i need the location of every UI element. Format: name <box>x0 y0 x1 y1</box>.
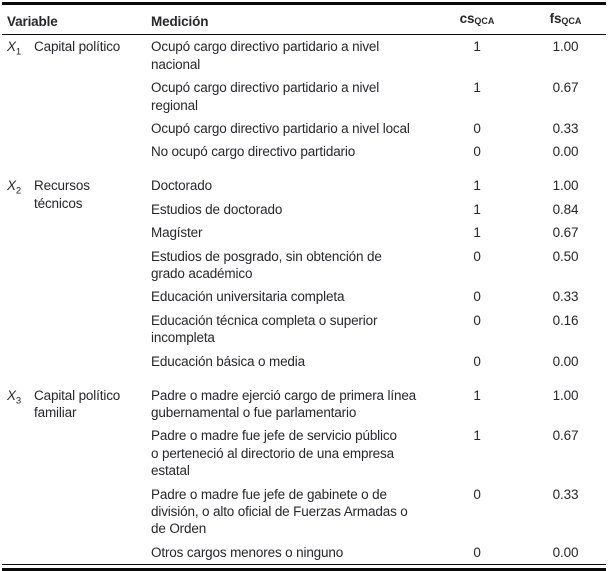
csqca-value: 1 <box>473 80 481 96</box>
table-row: Educación universitaria completa 0 0.33 <box>2 285 606 308</box>
table-row: Estudios de posgrado, sin obtención de g… <box>2 244 606 285</box>
table-row: Ocupó cargo directivo partidario a nivel… <box>2 76 606 117</box>
fsqca-value: 0.50 <box>552 248 579 264</box>
medicion-cell: Padre o madre fue jefe de gabinete o de … <box>151 486 408 537</box>
csqca-value: 0 <box>473 544 481 560</box>
header-variable: Variable <box>2 3 151 35</box>
fsqca-value: 0.00 <box>552 544 579 560</box>
medicion-cell: Otros cargos menores o ninguno <box>151 544 344 560</box>
header-csqca: csQCA <box>447 3 507 35</box>
variable-id: X1 <box>7 39 21 59</box>
medicion-cell: Educación universitaria completa <box>151 289 345 305</box>
medicion-cell: Ocupó cargo directivo partidario a nivel… <box>151 39 380 72</box>
table-row: No ocupó cargo directivo partidario 0 0.00 <box>2 140 606 163</box>
medicion-cell: Padre o madre ejerció cargo de primera l… <box>151 387 417 420</box>
bottom-double-rule <box>2 568 606 571</box>
csqca-value: 0 <box>473 353 481 369</box>
header-fsqca: fsQCA <box>507 3 606 35</box>
table-row: Magíster 1 0.67 <box>2 221 606 244</box>
fsqca-value: 0.00 <box>552 353 579 369</box>
header-csqca-base: cs <box>459 11 475 26</box>
medicion-cell: Estudios de doctorado <box>151 201 283 217</box>
header-fsqca-base: fs <box>549 11 562 26</box>
table-row: Estudios de doctorado 1 0.84 <box>2 197 606 220</box>
fsqca-value: 0.16 <box>552 312 579 328</box>
table-row: X1 Capital político Ocupó cargo directivo … <box>2 35 606 76</box>
variable-id: X2 <box>7 178 21 198</box>
fsqca-value: 0.00 <box>552 144 579 160</box>
fsqca-value: 0.33 <box>552 289 579 305</box>
medicion-cell: Magíster <box>151 225 203 241</box>
csqca-value: 0 <box>473 144 481 160</box>
csqca-value: 1 <box>473 201 481 217</box>
medicion-cell: No ocupó cargo directivo partidario <box>151 144 356 160</box>
medicion-cell: Doctorado <box>151 178 212 194</box>
csqca-value: 1 <box>473 225 481 241</box>
measurement-table: Variable Medición csQCA fsQCA X1 Capital … <box>2 2 606 565</box>
medicion-cell: Educación técnica completa o superior in… <box>151 312 378 346</box>
variable-name: Capital político <box>34 39 121 55</box>
table-row: Educación técnica completa o superior in… <box>2 308 606 349</box>
fsqca-value: 1.00 <box>552 387 579 403</box>
csqca-value: 1 <box>473 428 481 444</box>
medicion-cell: Padre o madre fue jefe de servicio públi… <box>151 428 397 479</box>
fsqca-value: 0.67 <box>552 428 579 444</box>
variable-name: Recursos técnicos <box>34 178 90 211</box>
medicion-cell: Estudios de posgrado, sin obtención de g… <box>151 248 382 281</box>
table-row: X2 Recursos técnicos Doctorado 1 1.00 <box>2 163 606 210</box>
variable-id: X3 <box>7 387 21 407</box>
variable-name: Capital político familiar <box>34 387 121 420</box>
table-row: Ocupó cargo directivo partidario a nivel… <box>2 117 606 140</box>
header-row: Variable Medición csQCA fsQCA <box>2 3 606 35</box>
csqca-value: 0 <box>473 289 481 305</box>
table-row: Otros cargos menores o ninguno 0 0.00 <box>2 540 606 564</box>
fsqca-value: 0.67 <box>552 80 579 96</box>
fsqca-value: 1.00 <box>552 178 579 194</box>
csqca-value: 1 <box>473 178 481 194</box>
medicion-cell: Educación básica o media <box>151 353 305 369</box>
header-medicion: Medición <box>151 3 447 35</box>
header-csqca-subscript: QCA <box>474 16 495 26</box>
fsqca-value: 0.33 <box>552 486 579 502</box>
table-row: X3 Capital político familiar Padre o madre… <box>2 373 606 424</box>
table-row: Padre o madre fue jefe de gabinete o de … <box>2 482 606 540</box>
csqca-value: 1 <box>473 387 481 403</box>
table-row: Educación básica o media 0 0.00 <box>2 349 606 372</box>
csqca-value: 0 <box>473 120 481 136</box>
fsqca-value: 1.00 <box>552 39 579 55</box>
fsqca-value: 0.33 <box>552 120 579 136</box>
medicion-cell: Ocupó cargo directivo partidario a nivel… <box>151 80 380 113</box>
csqca-value: 0 <box>473 312 481 328</box>
csqca-value: 0 <box>473 486 481 502</box>
medicion-cell: Ocupó cargo directivo partidario a nivel… <box>151 120 410 136</box>
table-body: X1 Capital político Ocupó cargo directivo … <box>2 35 606 565</box>
csqca-value: 0 <box>473 248 481 264</box>
table-row: Padre o madre fue jefe de servicio públi… <box>2 424 606 482</box>
csqca-value: 1 <box>473 39 481 55</box>
fsqca-value: 0.67 <box>552 225 579 241</box>
header-fsqca-subscript: QCA <box>561 16 582 26</box>
fsqca-value: 0.84 <box>552 201 579 217</box>
